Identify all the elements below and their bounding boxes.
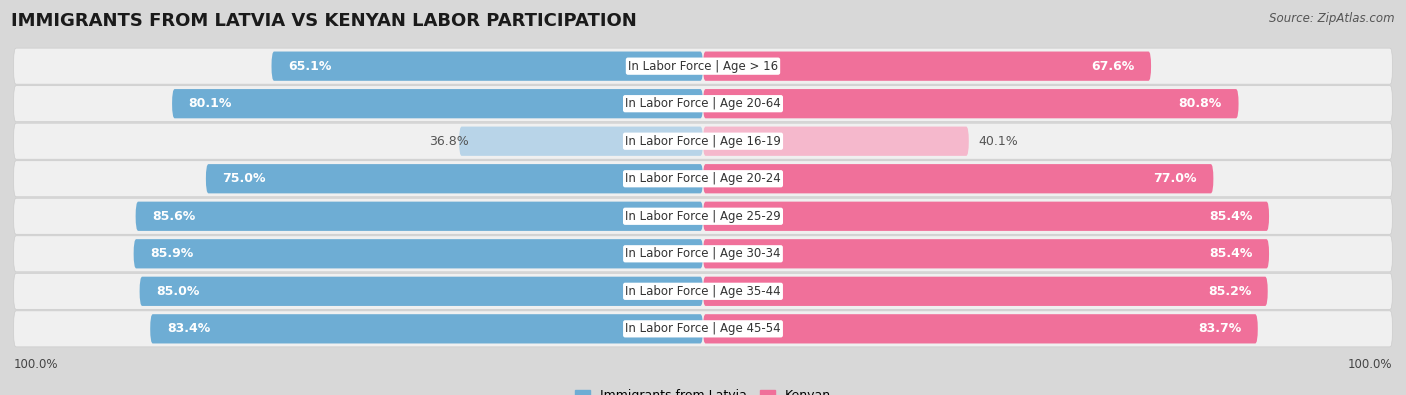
FancyBboxPatch shape <box>460 126 703 156</box>
FancyBboxPatch shape <box>139 276 703 306</box>
Text: In Labor Force | Age 30-34: In Labor Force | Age 30-34 <box>626 247 780 260</box>
Text: 100.0%: 100.0% <box>1348 358 1392 371</box>
Legend: Immigrants from Latvia, Kenyan: Immigrants from Latvia, Kenyan <box>571 384 835 395</box>
Text: 80.8%: 80.8% <box>1178 97 1222 110</box>
FancyBboxPatch shape <box>703 89 1239 118</box>
Text: 85.9%: 85.9% <box>150 247 194 260</box>
FancyBboxPatch shape <box>703 314 1258 344</box>
Text: 40.1%: 40.1% <box>979 135 1018 148</box>
FancyBboxPatch shape <box>14 236 1392 272</box>
Text: Source: ZipAtlas.com: Source: ZipAtlas.com <box>1270 12 1395 25</box>
Text: 36.8%: 36.8% <box>429 135 470 148</box>
FancyBboxPatch shape <box>150 314 703 344</box>
Text: 85.2%: 85.2% <box>1208 285 1251 298</box>
Text: 67.6%: 67.6% <box>1091 60 1135 73</box>
FancyBboxPatch shape <box>14 311 1392 347</box>
FancyBboxPatch shape <box>14 48 1392 84</box>
Text: IMMIGRANTS FROM LATVIA VS KENYAN LABOR PARTICIPATION: IMMIGRANTS FROM LATVIA VS KENYAN LABOR P… <box>11 12 637 30</box>
Text: 85.4%: 85.4% <box>1209 247 1253 260</box>
Text: 85.6%: 85.6% <box>152 210 195 223</box>
FancyBboxPatch shape <box>703 201 1270 231</box>
FancyBboxPatch shape <box>703 51 1152 81</box>
FancyBboxPatch shape <box>14 161 1392 197</box>
Text: In Labor Force | Age 16-19: In Labor Force | Age 16-19 <box>626 135 780 148</box>
Text: 85.4%: 85.4% <box>1209 210 1253 223</box>
Text: In Labor Force | Age > 16: In Labor Force | Age > 16 <box>628 60 778 73</box>
Text: In Labor Force | Age 25-29: In Labor Force | Age 25-29 <box>626 210 780 223</box>
FancyBboxPatch shape <box>14 198 1392 234</box>
FancyBboxPatch shape <box>14 273 1392 309</box>
Text: In Labor Force | Age 45-54: In Labor Force | Age 45-54 <box>626 322 780 335</box>
Text: In Labor Force | Age 35-44: In Labor Force | Age 35-44 <box>626 285 780 298</box>
FancyBboxPatch shape <box>205 164 703 194</box>
FancyBboxPatch shape <box>14 123 1392 159</box>
Text: In Labor Force | Age 20-64: In Labor Force | Age 20-64 <box>626 97 780 110</box>
FancyBboxPatch shape <box>134 239 703 269</box>
FancyBboxPatch shape <box>271 51 703 81</box>
Text: 83.4%: 83.4% <box>167 322 209 335</box>
FancyBboxPatch shape <box>703 239 1270 269</box>
FancyBboxPatch shape <box>135 201 703 231</box>
Text: 75.0%: 75.0% <box>222 172 266 185</box>
FancyBboxPatch shape <box>703 276 1268 306</box>
Text: 77.0%: 77.0% <box>1153 172 1197 185</box>
Text: In Labor Force | Age 20-24: In Labor Force | Age 20-24 <box>626 172 780 185</box>
FancyBboxPatch shape <box>703 126 969 156</box>
FancyBboxPatch shape <box>703 164 1213 194</box>
Text: 83.7%: 83.7% <box>1198 322 1241 335</box>
FancyBboxPatch shape <box>14 86 1392 122</box>
FancyBboxPatch shape <box>172 89 703 118</box>
Text: 85.0%: 85.0% <box>156 285 200 298</box>
Text: 100.0%: 100.0% <box>14 358 58 371</box>
Text: 80.1%: 80.1% <box>188 97 232 110</box>
Text: 65.1%: 65.1% <box>288 60 332 73</box>
